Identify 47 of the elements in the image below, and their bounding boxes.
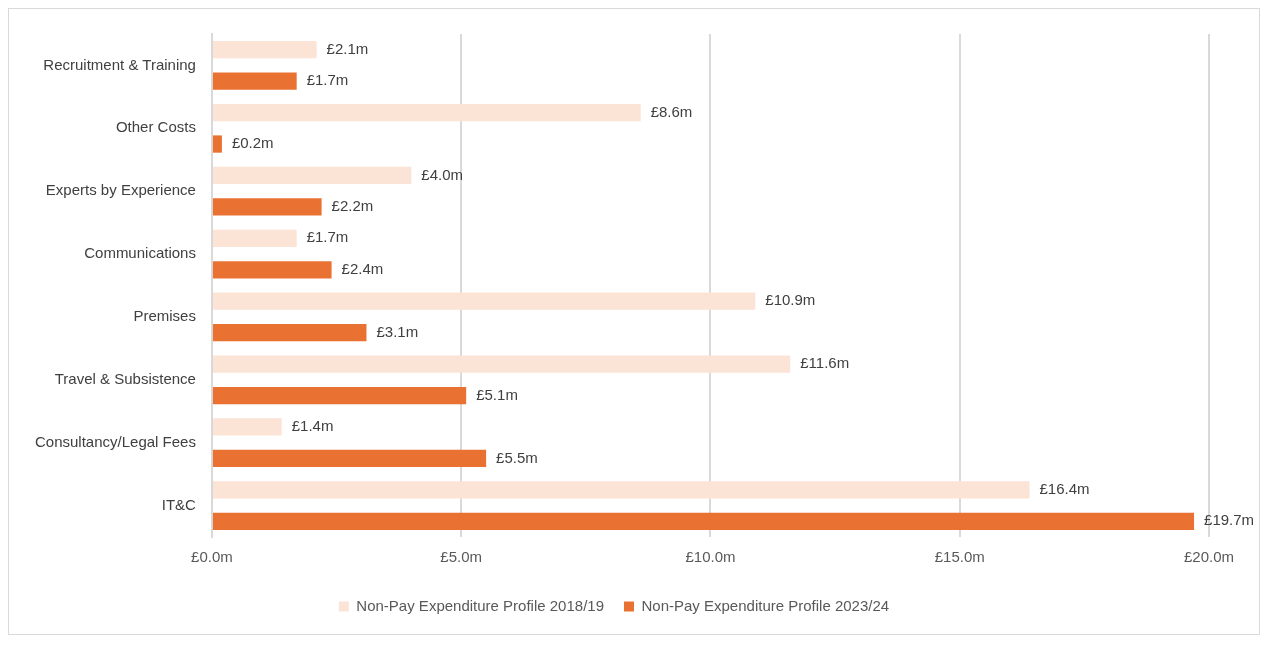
x-tick-label: £5.0m <box>440 548 483 566</box>
bar <box>212 261 332 279</box>
bar <box>212 198 322 216</box>
bar <box>212 166 412 185</box>
y-tick-label: Other Costs <box>115 118 196 136</box>
data-label: £3.1m <box>376 322 419 340</box>
data-label: £1.7m <box>306 71 349 89</box>
data-label: £1.7m <box>306 228 349 246</box>
bar <box>212 292 756 310</box>
y-tick-label: Premises <box>133 307 196 325</box>
bar <box>212 481 1030 499</box>
x-tick-label: £0.0m <box>191 548 233 566</box>
data-label: £8.6m <box>650 102 693 120</box>
y-tick-label: Travel & Subsistence <box>54 369 196 387</box>
data-label: £2.1m <box>326 39 369 57</box>
bar <box>212 229 297 247</box>
y-tick-label: Consultancy/Legal Fees <box>34 432 196 450</box>
bar <box>212 386 467 405</box>
data-label: £4.0m <box>421 165 464 183</box>
x-tick-label: £20.0m <box>1183 548 1235 566</box>
y-tick-label: Communications <box>84 244 196 262</box>
data-label: £19.7m <box>1204 511 1255 529</box>
bar <box>212 512 1195 530</box>
y-tick-label: IT&C <box>161 495 197 513</box>
y-tick-label: Experts by Experience <box>45 181 196 199</box>
data-label: £1.4m <box>291 417 334 435</box>
data-label: £2.2m <box>331 197 374 215</box>
data-label: £16.4m <box>1039 479 1090 497</box>
y-tick-label: Recruitment & Training <box>43 55 196 73</box>
data-label: £2.4m <box>341 259 384 277</box>
data-label: £5.5m <box>496 448 538 466</box>
data-label: £10.9m <box>765 291 816 309</box>
data-label: £0.2m <box>231 134 274 152</box>
legend-label: Non-Pay Expenditure Profile 2018/19 <box>356 596 604 614</box>
data-label: £11.6m <box>800 354 850 372</box>
bar <box>212 135 222 153</box>
data-label: £5.1m <box>476 385 518 403</box>
bar <box>212 103 641 122</box>
bar <box>212 418 282 436</box>
bar <box>212 449 487 468</box>
bar <box>212 324 367 342</box>
legend-label: Non-Pay Expenditure Profile 2023/24 <box>641 596 890 614</box>
bar <box>212 355 791 373</box>
bar <box>212 41 317 59</box>
bar <box>212 72 297 90</box>
x-tick-label: £15.0m <box>934 548 985 566</box>
x-tick-label: £10.0m <box>685 548 736 566</box>
